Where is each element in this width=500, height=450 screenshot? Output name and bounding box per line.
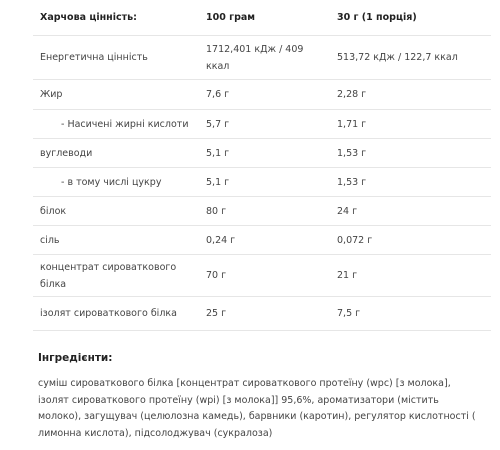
row-per100: 0,24 г	[206, 234, 236, 246]
ingredients-text: суміш сироваткового білка [концентрат си…	[38, 378, 476, 439]
row-per30: 1,71 г	[337, 118, 367, 130]
header-per100: 100 грам	[206, 12, 256, 23]
row-per30: 0,072 г	[337, 234, 373, 246]
ingredients-title: Інгредієнти:	[38, 352, 113, 364]
row-name: вуглеводи	[40, 147, 93, 159]
row-name: сіль	[40, 234, 60, 246]
ingredients-section: Інгредієнти: суміш сироваткового білка […	[38, 350, 478, 442]
header-name: Харчова цінність:	[40, 12, 137, 23]
row-name: - Насичені жирні кислоти	[61, 118, 189, 130]
table-row-energy: Енергетична цінність 1712,401 кДж / 409 …	[33, 36, 491, 80]
table-row-sugar: - в тому числі цукру 5,1 г 1,53 г	[33, 168, 491, 197]
row-per30: 1,53 г	[337, 147, 367, 159]
row-name: Енергетична цінність	[40, 52, 148, 63]
table-row-whey-isolate: ізолят сироваткового білка 25 г 7,5 г	[33, 297, 491, 331]
row-per100: 80 г	[206, 205, 227, 217]
row-per30: 24 г	[337, 205, 358, 217]
row-per100: 70 г	[206, 270, 227, 281]
table-row-protein: білок 80 г 24 г	[33, 197, 491, 226]
row-name: Жир	[40, 89, 63, 100]
row-per30: 1,53 г	[337, 176, 367, 188]
row-name: білок	[40, 205, 67, 217]
row-per30: 513,72 кДж / 122,7 ккал	[337, 52, 458, 63]
row-per100: 7,6 г	[206, 89, 230, 100]
table-row-whey-concentrate: концентрат сироваткового білка 70 г 21 г	[33, 255, 491, 297]
row-per30: 7,5 г	[337, 308, 361, 319]
nutrition-table: Харчова цінність: 100 грам 30 г (1 порці…	[33, 0, 491, 331]
row-name: ізолят сироваткового білка	[40, 308, 177, 319]
row-per30: 21 г	[337, 270, 358, 281]
row-per100: 5,7 г	[206, 118, 230, 130]
table-row-salt: сіль 0,24 г 0,072 г	[33, 226, 491, 255]
row-name: концентрат сироваткового білка	[40, 261, 177, 290]
table-row-saturated-fat: - Насичені жирні кислоти 5,7 г 1,71 г	[33, 110, 491, 139]
table-row-fat: Жир 7,6 г 2,28 г	[33, 80, 491, 110]
row-per100: 25 г	[206, 308, 227, 319]
row-name: - в тому числі цукру	[61, 176, 162, 188]
nutrition-header-row: Харчова цінність: 100 грам 30 г (1 порці…	[33, 0, 491, 36]
row-per100: 5,1 г	[206, 176, 230, 188]
row-per100: 5,1 г	[206, 147, 230, 159]
row-per100: 1712,401 кДж / 409 ккал	[206, 43, 304, 72]
table-row-carbs: вуглеводи 5,1 г 1,53 г	[33, 139, 491, 168]
header-per30: 30 г (1 порція)	[337, 12, 417, 23]
row-per30: 2,28 г	[337, 89, 367, 100]
